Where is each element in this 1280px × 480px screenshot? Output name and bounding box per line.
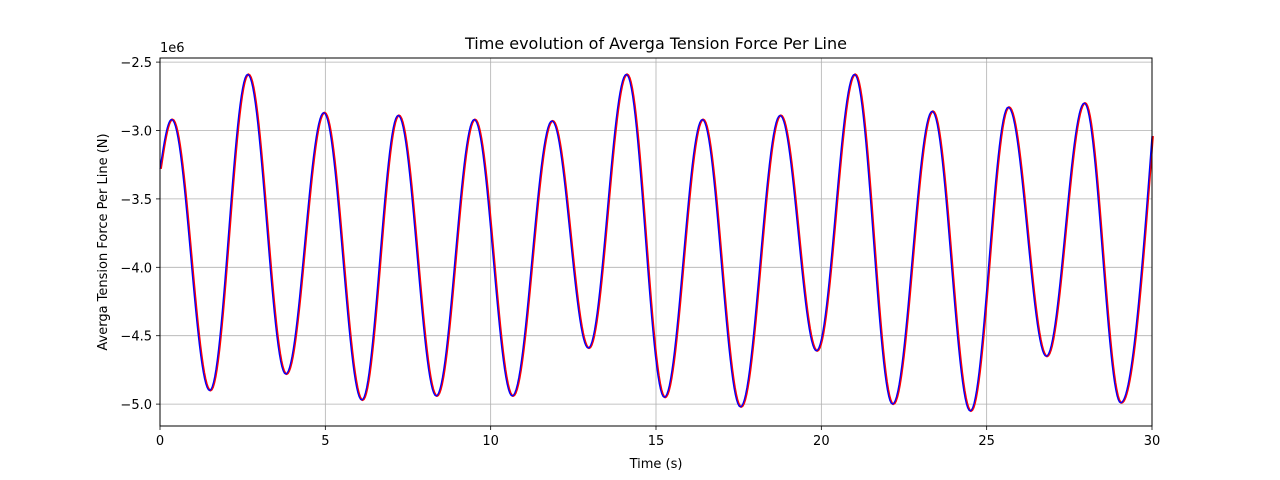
x-tick-label: 20 bbox=[813, 434, 830, 449]
y-tick-label: −2.5 bbox=[120, 56, 152, 71]
y-tick-label: −3.5 bbox=[120, 193, 152, 208]
x-tick-label: 0 bbox=[156, 434, 164, 449]
x-tick-label: 25 bbox=[978, 434, 995, 449]
x-axis-ticks: 0 5 10 15 20 25 30 bbox=[156, 426, 1160, 449]
x-tick-label: 10 bbox=[482, 434, 499, 449]
y-axis-label: Averga Tension Force Per Line (N) bbox=[96, 133, 111, 350]
y-tick-label: −3.0 bbox=[120, 125, 152, 140]
y-axis-ticks: −2.5 −3.0 −3.5 −4.0 −4.5 −5.0 bbox=[120, 56, 160, 413]
y-tick-label: −4.0 bbox=[120, 261, 152, 276]
series-line-1 bbox=[159, 73, 1154, 413]
x-tick-label: 30 bbox=[1144, 434, 1161, 449]
series-layer bbox=[159, 73, 1154, 413]
x-axis-label: Time (s) bbox=[629, 457, 683, 472]
y-tick-label: −4.5 bbox=[120, 330, 152, 345]
x-tick-label: 15 bbox=[648, 434, 665, 449]
y-axis-offset-label: 1e6 bbox=[160, 41, 185, 56]
x-tick-label: 5 bbox=[321, 434, 329, 449]
y-tick-label: −5.0 bbox=[120, 398, 152, 413]
series-line-2 bbox=[159, 73, 1153, 412]
chart-title: Time evolution of Averga Tension Force P… bbox=[464, 34, 847, 53]
